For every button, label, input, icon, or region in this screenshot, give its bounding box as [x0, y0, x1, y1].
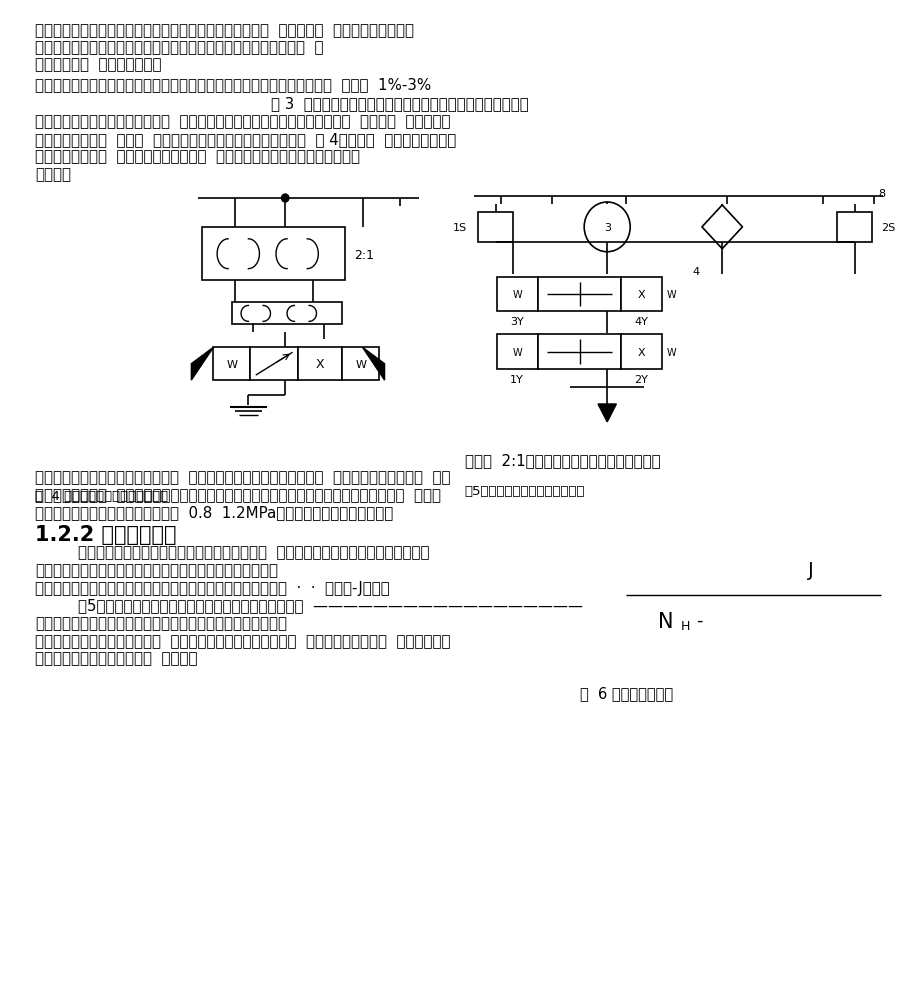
- Text: 图  6 同步缸同步回路: 图 6 同步缸同步回路: [579, 686, 672, 701]
- Text: 3: 3: [603, 223, 610, 233]
- Bar: [538, 335, 620, 370]
- Text: 用分流集流阀来实现速度同步，其液压系统简单经济，纠偏能力大，同步精  度约为  1%-3%: 用分流集流阀来实现速度同步，其液压系统简单经济，纠偏能力大，同步精 度约为 1%…: [35, 78, 431, 92]
- Text: X: X: [637, 347, 644, 358]
- Text: 缸的同步。但是两串联油腔的泄  漏会使活塞产生位移误差，长期  运行误差会不断积累  起来，应采取: 缸的同步。但是两串联油腔的泄 漏会使活塞产生位移误差，长期 运行误差会不断积累 …: [35, 633, 450, 648]
- Text: -: -: [696, 611, 702, 629]
- Bar: [342, 348, 379, 381]
- Text: J: J: [807, 561, 812, 580]
- Text: 1.2.2 容积同步回路: 1.2.2 容积同步回路: [35, 525, 176, 545]
- Bar: [496, 335, 538, 370]
- Polygon shape: [362, 348, 384, 381]
- Text: 分流精度取决于分流集流阀的压降，  所以分流激流阀的流量范围较窄。  当流量低于阀的公称流  量过: 分流精度取决于分流集流阀的压降， 所以分流激流阀的流量范围较窄。 当流量低于阀的…: [35, 470, 450, 485]
- Text: W: W: [666, 289, 675, 300]
- Text: 制的同步回路。如果一个液压缸的回路中采用比例调速阀，  通过检测元  两液压缸运动过程中: 制的同步回路。如果一个液压缸的回路中采用比例调速阀， 通过检测元 两液压缸运动过…: [35, 23, 414, 38]
- Text: 分流作用，活塞下降是起集流作用  即使两液压缸承受不同负载仍能以相等的流  回路中液  量分流或集: 分流作用，活塞下降是起集流作用 即使两液压缸承受不同负载仍能以相等的流 回路中液…: [35, 114, 450, 129]
- Text: 图  4 比例分流集流阀三缸同步回路: 图 4 比例分流集流阀三缸同步回路: [35, 489, 168, 502]
- Text: X: X: [637, 289, 644, 300]
- Text: W: W: [512, 347, 521, 358]
- Text: 流，实现速度同步  负载不  控单向阀是防止活塞停止时因两液压缸  图 4为用比例  同而通过分流集流: 流，实现速度同步 负载不 控单向阀是防止活塞停止时因两液压缸 图 4为用比例 同…: [35, 132, 456, 147]
- Text: 图 3  为采用分流集流阀的同步回路。活塞上升是分流集流阀起: 图 3 为采用分流集流阀的同步回路。活塞上升是分流集流阀起: [271, 96, 528, 111]
- Text: 的问题。分流集流阀上的压降一般为  0.8  1.2MPa，因此它不宜用于低压系统。: 的问题。分流集流阀上的压降一般为 0.8 1.2MPa，因此它不宜用于低压系统。: [35, 505, 392, 520]
- Bar: [478, 213, 513, 243]
- Text: W: W: [666, 347, 675, 358]
- Bar: [213, 348, 250, 381]
- Bar: [232, 303, 342, 325]
- Text: X: X: [315, 358, 324, 371]
- Text: 变，只影响油液微量的压缩和泄漏，同步精度较高，系统效率也  ·  ·  遂电遂-J较高。: 变，只影响油液微量的压缩和泄漏，同步精度较高，系统效率也 · · 遂电遂-J较高…: [35, 580, 390, 595]
- Text: 2S: 2S: [880, 223, 894, 233]
- Text: 1Y: 1Y: [510, 375, 523, 385]
- Text: 联起来，并且两串联油腔的活塞有效面积相等，便可实现两液压: 联起来，并且两串联油腔的活塞有效面积相等，便可实现两液压: [35, 615, 287, 630]
- Text: 容积同步是指将两相等容积的油液分配到尺寸相  同的两液压缸，实习两液压缸位移同步: 容积同步是指将两相等容积的油液分配到尺寸相 同的两液压缸，实习两液压缸位移同步: [78, 545, 429, 560]
- Bar: [620, 277, 662, 312]
- Text: 激流阀。: 激流阀。: [35, 167, 71, 182]
- Polygon shape: [597, 405, 616, 422]
- Bar: [202, 228, 345, 280]
- Text: W: W: [226, 359, 237, 370]
- Text: 这种回路可允许较大的偏载，偏载造成的压差不影响流量的改: 这种回路可允许较大的偏载，偏载造成的压差不影响流量的改: [35, 563, 278, 578]
- Polygon shape: [191, 348, 213, 381]
- Text: 量相等，同步  精度还可提高。: 量相等，同步 精度还可提高。: [35, 57, 162, 72]
- Text: H: H: [680, 619, 689, 632]
- Text: 3Y: 3Y: [510, 317, 523, 327]
- Text: W: W: [355, 359, 366, 370]
- Text: 2Y: 2Y: [633, 375, 648, 385]
- Bar: [538, 277, 620, 312]
- Circle shape: [281, 195, 289, 203]
- Text: 件随时检测唯一误差，调解比例调速阀的流量和另一液压缸调速阀的  流: 件随时检测唯一误差，调解比例调速阀的流量和另一液压缸调速阀的 流: [35, 40, 323, 55]
- Text: 比例为  2:1，第二级为等量分流集流阀。因为: 比例为 2:1，第二级为等量分流集流阀。因为: [464, 452, 660, 467]
- Text: 1S: 1S: [453, 223, 467, 233]
- Bar: [836, 213, 871, 243]
- Text: 8: 8: [878, 189, 885, 199]
- Text: 措施使一个液压缸达到行程端  点后，向: 措施使一个液压缸达到行程端 点后，向: [35, 650, 198, 665]
- Text: W: W: [512, 289, 521, 300]
- Text: 图5带补油装置的串联缸同步回路: 图5带补油装置的串联缸同步回路: [464, 484, 584, 497]
- Text: 4Y: 4Y: [633, 317, 648, 327]
- Text: 4: 4: [691, 266, 698, 276]
- Text: 图5为带补油装置的串联缸同步回路。若把两个液压缸串  ——————————————————: 图5为带补油装置的串联缸同步回路。若把两个液压缸串 ——————————————…: [78, 597, 583, 612]
- Bar: [496, 277, 538, 312]
- Bar: [250, 348, 298, 381]
- Text: 多时，阀的压降与  流量成平方倍地下降，分流精度就显著降低，这是在选择分流集流阀时必  须注意: 多时，阀的压降与 流量成平方倍地下降，分流精度就显著降低，这是在选择分流集流阀时…: [35, 488, 440, 503]
- Text: N: N: [657, 611, 673, 631]
- Bar: [298, 348, 342, 381]
- Bar: [620, 335, 662, 370]
- Text: 阀内节流孔窜油。  分流集流阀实现的三缸  同步。第一级分流集流阀为比例分流: 阀内节流孔窜油。 分流集流阀实现的三缸 同步。第一级分流集流阀为比例分流: [35, 149, 359, 164]
- Text: 2:1: 2:1: [354, 248, 374, 261]
